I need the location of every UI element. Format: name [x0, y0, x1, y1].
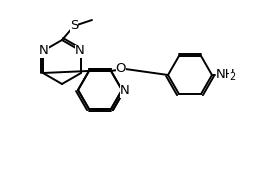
Text: NH: NH [216, 69, 236, 81]
Text: N: N [120, 84, 130, 98]
Text: N: N [39, 45, 49, 57]
Text: 2: 2 [229, 72, 235, 82]
Text: O: O [116, 62, 126, 75]
Text: N: N [75, 45, 85, 57]
Text: S: S [70, 19, 78, 32]
